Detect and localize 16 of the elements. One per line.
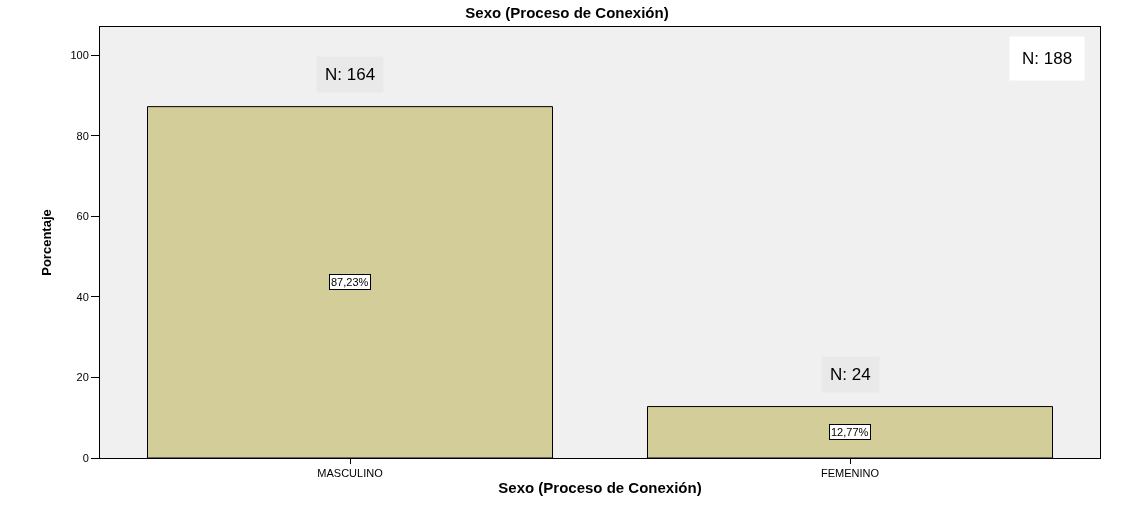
chart-title: Sexo (Proceso de Conexión) [465, 4, 669, 22]
x-tick-label: MASCULINO [317, 467, 384, 480]
annotation: N: 24 [830, 365, 871, 384]
y-tick-label: 40 [76, 290, 89, 303]
data-label: 12,77% [831, 426, 869, 438]
y-tick-label: 20 [76, 371, 89, 384]
y-tick-label: 0 [82, 451, 89, 464]
y-tick-label: 60 [76, 210, 89, 223]
x-tick-label: FEMENINO [820, 467, 880, 480]
y-axis-title: Porcentaje [39, 209, 55, 276]
annotation: N: 164 [325, 65, 376, 84]
annotation: N: 188 [1022, 49, 1073, 68]
data-label: 87,23% [331, 276, 369, 288]
x-axis-title: Sexo (Proceso de Conexión) [498, 479, 702, 497]
y-tick-label: 80 [76, 129, 89, 142]
y-tick-label: 100 [70, 49, 89, 62]
